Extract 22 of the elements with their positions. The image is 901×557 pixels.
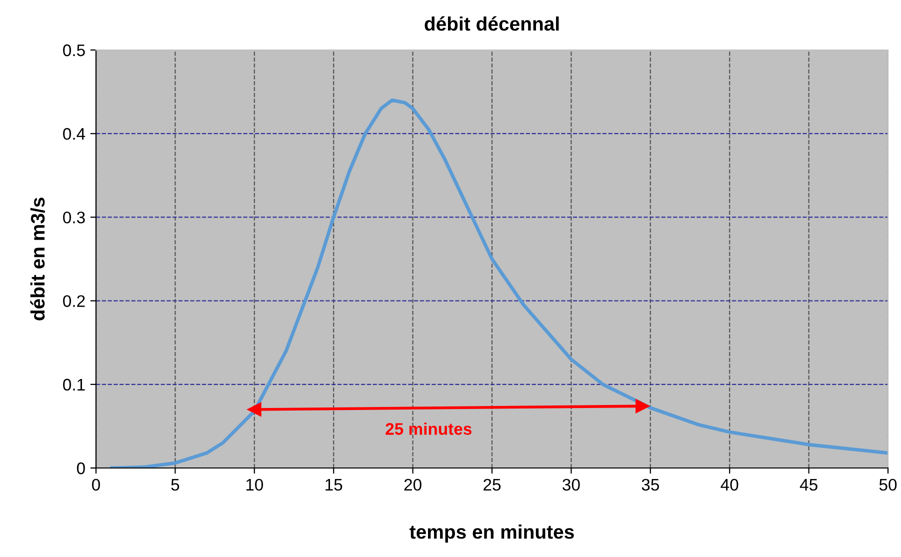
y-tick-label: 0.2	[63, 295, 85, 308]
line-series	[110, 98, 888, 468]
x-tick-label: 45	[800, 479, 818, 491]
x-tick-label: 35	[642, 478, 659, 491]
x-tick-label: 30	[562, 478, 580, 491]
y-tick-label: 0	[76, 462, 85, 474]
x-tick-label: 25	[484, 478, 501, 491]
y-tick-label: 0.3	[63, 212, 85, 224]
y-tick-label: 0.4	[63, 128, 86, 140]
y-tick-label: 0.5	[63, 44, 85, 56]
x-tick-label: 15	[326, 479, 342, 491]
chart-title: débit décennal	[424, 16, 559, 31]
x-tick-label: 5	[171, 479, 180, 491]
y-axis-title: débit en m3/s	[30, 198, 45, 320]
y-tick-label: 0.1	[63, 378, 85, 391]
annotation: 25 minutes	[386, 422, 472, 435]
x-tick-label: 50	[879, 478, 897, 491]
x-tick-label: 0	[92, 478, 100, 491]
x-tick-label: 10	[246, 478, 264, 491]
x-tick-label: 20	[404, 478, 422, 491]
x-axis-title: temps en minutes	[410, 524, 574, 543]
x-tick-label: 40	[720, 478, 738, 491]
